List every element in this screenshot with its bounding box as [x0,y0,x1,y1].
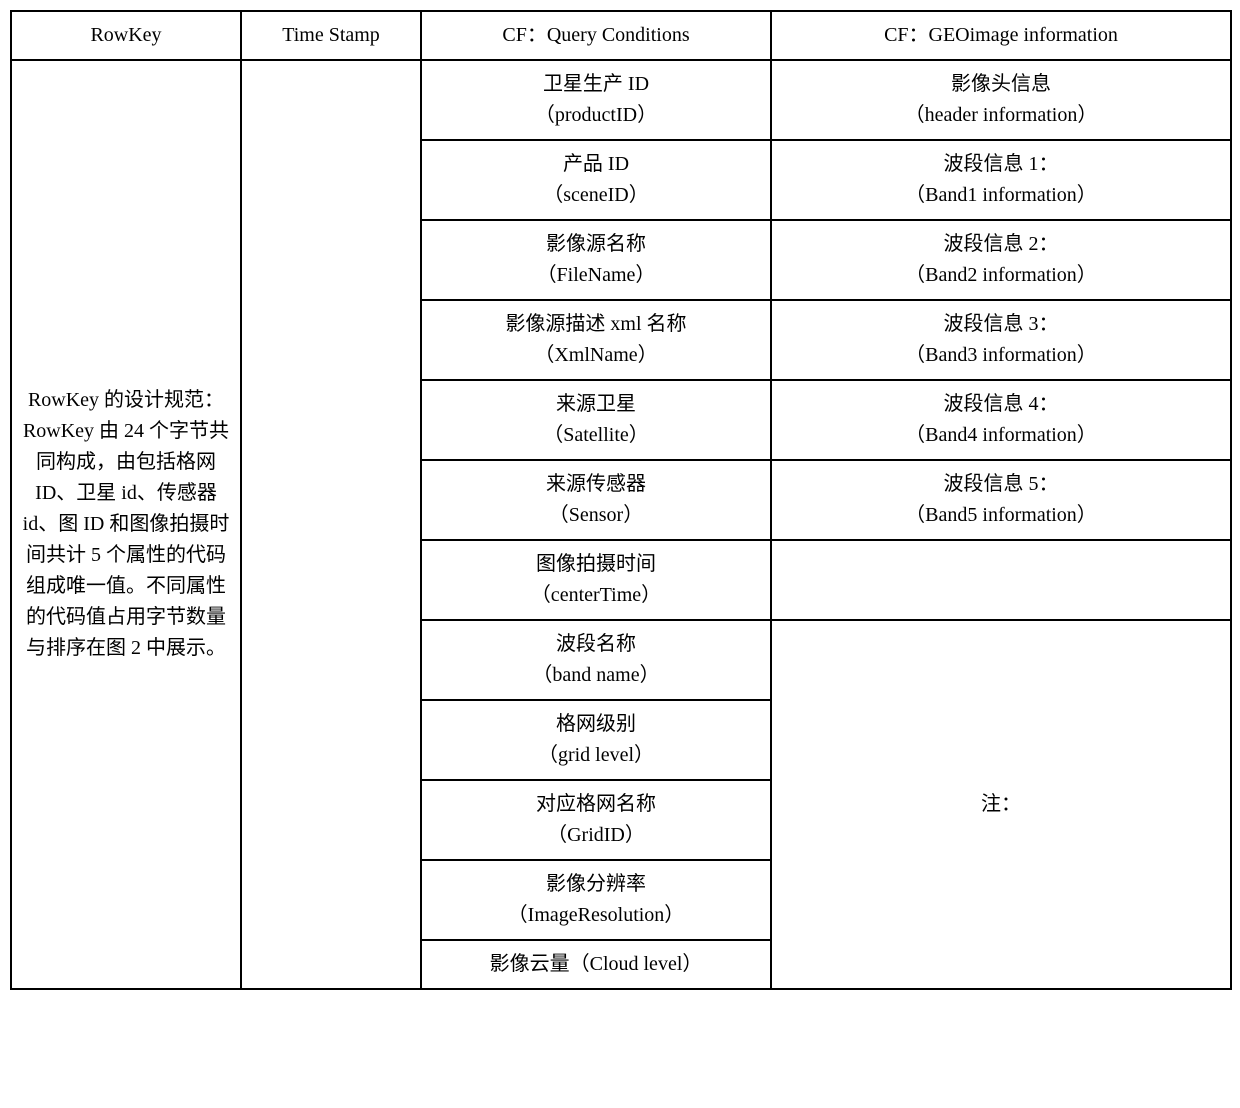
qc-cell: 影像源名称 （FileName） [421,220,771,300]
rowkey-description: RowKey 的设计规范：RowKey 由 24 个字节共同构成，由包括格网 I… [11,60,241,989]
geo-cell: 影像头信息 （header information） [771,60,1231,140]
geo-cn: 波段信息 1： [778,149,1224,180]
qc-en: （FileName） [428,260,764,291]
qc-en: （band name） [428,660,764,691]
qc-cell: 来源传感器 （Sensor） [421,460,771,540]
geo-cell: 波段信息 1： （Band1 information） [771,140,1231,220]
header-qc: CF：Query Conditions [421,11,771,60]
qc-cell: 影像分辨率 （ImageResolution） [421,860,771,940]
qc-en: （grid level） [428,740,764,771]
qc-cn: 对应格网名称 [428,789,764,820]
geo-en: （header information） [778,100,1224,131]
qc-cell: 卫星生产 ID （productID） [421,60,771,140]
schema-table: RowKey Time Stamp CF：Query Conditions CF… [10,10,1232,990]
qc-cell: 波段名称 （band name） [421,620,771,700]
geo-cell: 波段信息 3： （Band3 information） [771,300,1231,380]
qc-en: （GridID） [428,820,764,851]
qc-cell: 图像拍摄时间 （centerTime） [421,540,771,620]
qc-cn: 产品 ID [428,149,764,180]
geo-cn: 波段信息 2： [778,229,1224,260]
qc-cell: 格网级别 （grid level） [421,700,771,780]
qc-cn: 影像源名称 [428,229,764,260]
qc-cn: 波段名称 [428,629,764,660]
geo-en: （Band4 information） [778,420,1224,451]
qc-cell: 来源卫星 （Satellite） [421,380,771,460]
qc-en: （ImageResolution） [428,900,764,931]
qc-cn: 影像分辨率 [428,869,764,900]
qc-en: （Satellite） [428,420,764,451]
geo-cn: 波段信息 4： [778,389,1224,420]
geo-en: （Band5 information） [778,500,1224,531]
geo-cn: 影像头信息 [778,69,1224,100]
qc-cell: 产品 ID （sceneID） [421,140,771,220]
qc-en: （productID） [428,100,764,131]
qc-cn: 格网级别 [428,709,764,740]
geo-en: （Band1 information） [778,180,1224,211]
geo-cn: 波段信息 3： [778,309,1224,340]
qc-cn: 图像拍摄时间 [428,549,764,580]
qc-single: 影像云量（Cloud level） [428,949,764,980]
qc-cn: 影像源描述 xml 名称 [428,309,764,340]
qc-en: （XmlName） [428,340,764,371]
header-geo: CF：GEOimage information [771,11,1231,60]
qc-en: （Sensor） [428,500,764,531]
qc-cell: 对应格网名称 （GridID） [421,780,771,860]
qc-cn: 卫星生产 ID [428,69,764,100]
table-header-row: RowKey Time Stamp CF：Query Conditions CF… [11,11,1231,60]
header-rowkey: RowKey [11,11,241,60]
header-timestamp: Time Stamp [241,11,421,60]
qc-cn: 来源卫星 [428,389,764,420]
timestamp-cell [241,60,421,989]
geo-cell: 波段信息 4： （Band4 information） [771,380,1231,460]
geo-en: （Band2 information） [778,260,1224,291]
qc-en: （centerTime） [428,580,764,611]
geo-cn: 波段信息 5： [778,469,1224,500]
geo-cell: 波段信息 2： （Band2 information） [771,220,1231,300]
geo-empty-cell [771,540,1231,620]
qc-cn: 来源传感器 [428,469,764,500]
qc-en: （sceneID） [428,180,764,211]
geo-en: （Band3 information） [778,340,1224,371]
geo-cell: 波段信息 5： （Band5 information） [771,460,1231,540]
table-row: RowKey 的设计规范：RowKey 由 24 个字节共同构成，由包括格网 I… [11,60,1231,140]
qc-cell: 影像云量（Cloud level） [421,940,771,989]
geo-note-cell: 注： [771,620,1231,989]
qc-cell: 影像源描述 xml 名称 （XmlName） [421,300,771,380]
